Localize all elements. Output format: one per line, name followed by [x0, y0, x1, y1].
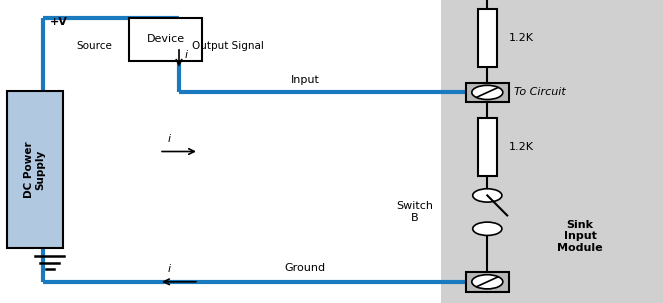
Text: Ground: Ground: [284, 263, 326, 273]
Circle shape: [472, 85, 503, 99]
Text: i: i: [184, 49, 188, 60]
Bar: [129, 18, 202, 61]
Text: Source: Source: [76, 41, 112, 51]
Bar: [465, 272, 509, 291]
Text: Switch
B: Switch B: [396, 201, 433, 223]
Text: Sink
Input
Module: Sink Input Module: [558, 220, 603, 253]
Bar: [441, 0, 663, 303]
Text: Output Signal: Output Signal: [192, 41, 264, 51]
Circle shape: [473, 222, 502, 235]
Text: i: i: [168, 134, 170, 144]
Bar: [478, 118, 497, 176]
Text: i: i: [168, 264, 170, 274]
Bar: [478, 9, 497, 67]
Circle shape: [473, 189, 502, 202]
Text: +V: +V: [50, 17, 68, 27]
Circle shape: [472, 275, 503, 289]
Bar: [465, 82, 509, 102]
Bar: [7, 91, 63, 248]
Text: Input: Input: [290, 75, 320, 85]
Text: Device: Device: [147, 34, 185, 45]
Text: 1.2K: 1.2K: [509, 142, 534, 152]
Text: To Circuit: To Circuit: [514, 87, 566, 98]
Text: 1.2K: 1.2K: [509, 33, 534, 43]
Text: DC Power
Supply: DC Power Supply: [24, 142, 46, 198]
